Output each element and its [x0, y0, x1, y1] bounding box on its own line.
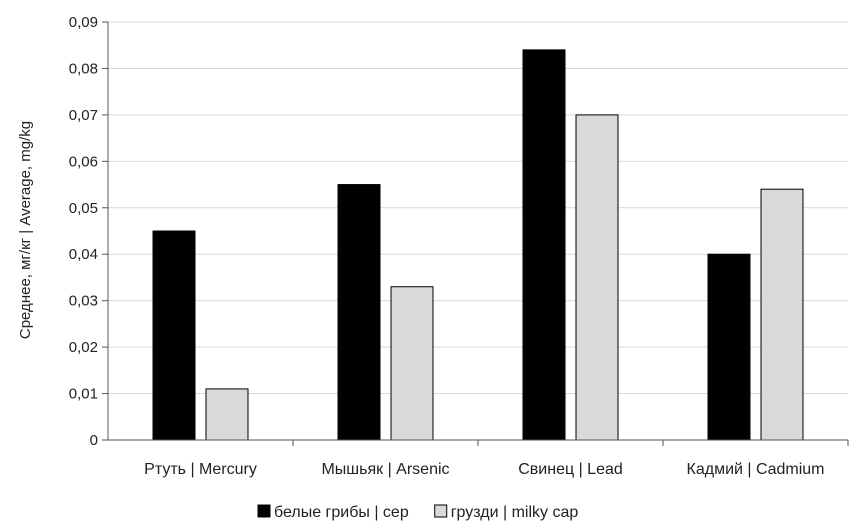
x-category-label: Мышьяк | Arsenic — [321, 461, 449, 478]
y-axis-title: Среднее, мг/кг | Average, mg/kg — [17, 121, 34, 339]
bar — [575, 114, 619, 441]
y-tick-label: 0,04 — [69, 246, 98, 263]
legend: белые грибы | cep грузди | milky cap — [257, 504, 579, 521]
axes — [102, 21, 849, 446]
y-tick-label: 0,06 — [69, 153, 98, 170]
y-tick-label: 0 — [90, 432, 98, 449]
y-tick-label: 0,08 — [69, 60, 98, 77]
y-tick-labels: 0 0,01 0,02 0,03 0,04 0,05 0,06 0,07 0,08 0,09 — [69, 14, 98, 449]
bar — [337, 184, 381, 441]
bar — [390, 286, 434, 441]
legend-label: белые грибы | cep — [274, 504, 409, 521]
legend-swatch — [257, 504, 271, 518]
y-tick-label: 0,03 — [69, 293, 98, 310]
y-tick-label: 0,02 — [69, 339, 98, 356]
y-tick-label: 0,07 — [69, 107, 98, 124]
bars — [152, 49, 804, 441]
legend-label: грузди | milky cap — [451, 504, 579, 521]
bar — [760, 188, 804, 441]
bar — [152, 230, 196, 441]
bar — [707, 253, 751, 441]
bar — [205, 388, 249, 441]
bar — [522, 49, 566, 441]
x-category-label: Ртуть | Mercury — [144, 461, 257, 478]
y-tick-label: 0,05 — [69, 200, 98, 217]
x-category-label: Свинец | Lead — [518, 461, 623, 478]
x-category-label: Кадмий | Cadmium — [687, 461, 825, 478]
y-tick-label: 0,09 — [69, 14, 98, 31]
x-category-labels: Ртуть | Mercury Мышьяк | Arsenic Свинец | … — [144, 461, 824, 478]
legend-swatch — [434, 504, 448, 518]
y-tick-label: 0,01 — [69, 386, 98, 403]
gridlines — [108, 21, 848, 395]
